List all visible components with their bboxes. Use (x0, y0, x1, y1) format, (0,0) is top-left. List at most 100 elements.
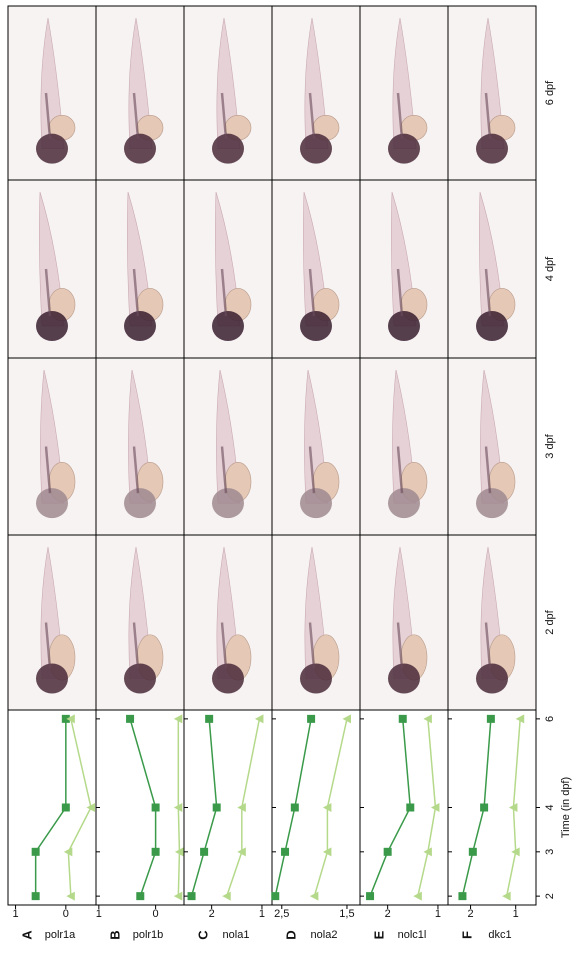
head (300, 311, 332, 341)
embryo-image (184, 358, 272, 535)
embryo-image (448, 535, 536, 710)
head (476, 311, 508, 341)
head (300, 664, 332, 694)
marker (406, 804, 414, 812)
y-tick-label: 1 (12, 908, 18, 920)
plot-frame (272, 710, 360, 905)
head (36, 134, 68, 164)
head (212, 134, 244, 164)
y-tick-label: 1 (96, 908, 102, 920)
head (300, 134, 332, 164)
embryo-image (360, 535, 448, 710)
panel-letter: C (195, 930, 210, 940)
embryo-image (448, 6, 536, 180)
gene-name: nolc1l (398, 929, 427, 941)
gene-name: nola1 (223, 929, 250, 941)
panel-letter: F (459, 931, 474, 939)
y-tick-label: 1 (435, 908, 441, 920)
marker (152, 804, 160, 812)
marker (502, 892, 511, 901)
embryo-image (272, 358, 360, 535)
marker (213, 804, 221, 812)
embryo-image (360, 6, 448, 180)
panel-letter: B (107, 930, 122, 939)
head (300, 488, 332, 518)
x-axis-label: Time (in dpf) (560, 777, 572, 838)
embryo-image (272, 180, 360, 358)
head (388, 311, 420, 341)
embryo-image (360, 180, 448, 358)
embryo-image (272, 535, 360, 710)
series-line (370, 719, 410, 896)
x-tick-label: 2 (544, 893, 556, 899)
head (476, 664, 508, 694)
embryo-image (96, 180, 184, 358)
page: Apolr1a01Bpolr1b01Cnola112Dnola21,52,5En… (0, 0, 577, 976)
head (212, 664, 244, 694)
x-tick-label: 3 (544, 849, 556, 855)
y-tick-label: 1 (259, 908, 265, 920)
series-line (36, 719, 66, 896)
y-tick-label: 0 (153, 908, 159, 920)
head (476, 488, 508, 518)
head (124, 311, 156, 341)
x-tick-label: 6 (544, 716, 556, 722)
gene-name: polr1a (45, 929, 76, 941)
plot-frame (96, 710, 184, 905)
column-label: 3 dpf (544, 433, 556, 458)
head (212, 488, 244, 518)
marker (205, 715, 213, 723)
embryo-image (8, 358, 96, 535)
panel-letter: E (371, 930, 386, 939)
marker (399, 715, 407, 723)
marker (32, 848, 40, 856)
marker (271, 892, 279, 900)
y-tick-label: 2 (468, 908, 474, 920)
head (36, 488, 68, 518)
panel-letter: A (19, 930, 34, 940)
embryo-image (448, 180, 536, 358)
x-tick-label: 4 (544, 804, 556, 810)
marker (480, 804, 488, 812)
marker (413, 892, 422, 901)
embryo-image (96, 535, 184, 710)
embryo-image (272, 6, 360, 180)
head (36, 664, 68, 694)
marker (126, 715, 134, 723)
marker (366, 892, 374, 900)
marker (152, 848, 160, 856)
head (124, 134, 156, 164)
plot-frame (8, 710, 96, 905)
marker (384, 848, 392, 856)
embryo-image (184, 6, 272, 180)
plot-frame (448, 710, 536, 905)
head (388, 664, 420, 694)
marker (310, 892, 319, 901)
embryo-image (184, 180, 272, 358)
marker (188, 892, 196, 900)
column-label: 6 dpf (544, 80, 556, 105)
head (388, 488, 420, 518)
y-tick-label: 2 (209, 908, 215, 920)
head (476, 134, 508, 164)
column-label: 2 dpf (544, 609, 556, 634)
column-label: 4 dpf (544, 256, 556, 281)
head (124, 664, 156, 694)
embryo-image (8, 180, 96, 358)
gene-name: polr1b (133, 929, 164, 941)
marker (200, 848, 208, 856)
y-tick-label: 2 (385, 908, 391, 920)
marker (62, 804, 70, 812)
marker (136, 892, 144, 900)
embryo-image (184, 535, 272, 710)
marker (469, 848, 477, 856)
y-tick-label: 0 (63, 908, 69, 920)
embryo-image (448, 358, 536, 535)
marker (32, 892, 40, 900)
head (36, 311, 68, 341)
marker (222, 892, 231, 901)
head (212, 311, 244, 341)
embryo-image (96, 6, 184, 180)
y-tick-label: 1 (513, 908, 519, 920)
